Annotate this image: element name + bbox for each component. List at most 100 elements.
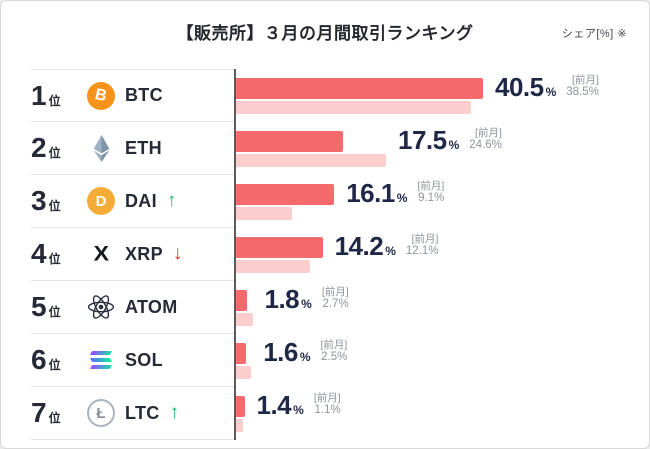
rank-number: 7 [31, 397, 47, 428]
share-value-unit: % [385, 243, 396, 258]
prev-month-caption: [前月] [321, 285, 349, 298]
rank-number: 4 [31, 238, 47, 269]
current-month-bar [236, 184, 335, 205]
rank-suffix: 位 [48, 358, 61, 372]
ranking-row: 6 位 SOL 1.6% [前月] 2.5% [31, 334, 641, 387]
share-value-unit: % [448, 137, 460, 152]
chart-title: 【販売所】３月の月間取引ランキング [176, 24, 474, 43]
value-labels: 40.5% [前月] 38.5% [495, 71, 599, 102]
rank: 4 位 [31, 238, 77, 270]
sol-bars [89, 350, 113, 371]
prev-month-value: 1.1% [314, 404, 341, 417]
share-value-unit: % [545, 84, 557, 99]
bar-cell: 16.1% [前月] 9.1% [234, 175, 641, 228]
prev-month-caption: [前月] [417, 179, 445, 192]
bar-cell: 1.4% [前月] 1.1% [234, 387, 641, 440]
coin-label-cell: 1 位 B BTC [31, 69, 234, 122]
ranking-row: 7 位 Ł LTC ↑ 1.4% [前月] 1.1% [31, 387, 641, 440]
coin-label-cell: 4 位 X XRP ↓ [31, 228, 234, 281]
rank: 7 位 [31, 397, 77, 429]
rank-suffix: 位 [48, 305, 61, 319]
prev-month-group: [前月] 2.7% [322, 286, 349, 312]
ltc-coin-badge: Ł [87, 399, 115, 427]
coin-symbol: SOL [125, 349, 163, 370]
rank-number: 1 [31, 79, 47, 111]
dai-coin-badge: D [87, 187, 115, 215]
rank-number: 2 [31, 132, 47, 163]
ranking-row: 1 位 B BTC 40.5% [前月] 38.5% [31, 69, 641, 122]
xrp-icon: X [86, 239, 116, 269]
btc-b-glyph: B [93, 85, 109, 105]
current-month-bar [236, 237, 323, 258]
share-value: 1.4% [257, 390, 304, 421]
previous-month-bar [236, 313, 253, 326]
btc-coin-badge: B [87, 81, 115, 110]
coin-label-cell: 6 位 SOL [31, 334, 234, 387]
bar-cell: 40.5% [前月] 38.5% [234, 69, 641, 122]
share-value-number: 1.8 [264, 283, 300, 314]
atom-orbits [87, 295, 115, 319]
value-labels: 1.8% [前月] 2.7% [265, 284, 349, 315]
rank-suffix: 位 [48, 199, 61, 213]
prev-month-caption: [前月] [320, 338, 348, 351]
share-value: 16.1% [346, 178, 407, 209]
value-labels: 16.1% [前月] 9.1% [346, 178, 444, 209]
prev-month-caption: [前月] [572, 73, 599, 86]
atom-icon [86, 292, 116, 322]
trend-arrow-icon: ↓ [172, 243, 183, 264]
rank: 1 位 [31, 80, 77, 112]
share-value-unit: % [299, 349, 311, 364]
bar-cell: 14.2% [前月] 12.1% [234, 228, 641, 281]
prev-month-value: 12.1% [405, 245, 439, 258]
previous-month-bar [236, 154, 386, 167]
prev-month-group: [前月] 1.1% [314, 392, 341, 418]
sol-icon [86, 345, 116, 375]
coin-symbol: ATOM [125, 296, 178, 317]
share-value-number: 1.4 [256, 389, 292, 420]
rank: 6 位 [31, 344, 77, 376]
share-value: 17.5% [398, 125, 459, 156]
share-value-number: 16.1 [346, 177, 395, 208]
rank: 2 位 [31, 132, 77, 164]
eth-icon [86, 133, 116, 163]
share-value-number: 40.5 [495, 71, 544, 102]
previous-month-bar [236, 260, 310, 273]
share-value-number: 1.6 [263, 336, 298, 367]
value-labels: 1.6% [前月] 2.5% [263, 337, 348, 368]
coin-symbol: DAI [125, 190, 157, 211]
ranking-row: 5 位 ATOM 1.8% [前月] 2.7% [31, 281, 641, 334]
prev-month-value: 9.1% [418, 192, 445, 205]
bar-cell: 1.6% [前月] 2.5% [234, 334, 641, 387]
dai-icon: D [86, 186, 116, 216]
value-labels: 1.4% [前月] 1.1% [257, 390, 341, 421]
current-month-bar [236, 131, 343, 152]
share-value: 1.8% [265, 284, 312, 315]
current-month-bar [236, 290, 247, 311]
share-value: 1.6% [263, 337, 310, 368]
share-value-number: 14.2 [334, 230, 384, 261]
xrp-x-glyph: X [93, 241, 109, 266]
coin-symbol: XRP [125, 243, 163, 264]
previous-month-bar [236, 419, 243, 432]
rank-suffix: 位 [48, 93, 61, 108]
btc-icon: B [86, 81, 116, 111]
coin-symbol: BTC [125, 85, 163, 105]
share-value-unit: % [301, 296, 312, 311]
share-value-unit: % [396, 190, 408, 205]
coin-symbol: LTC [125, 402, 160, 423]
eth-diamond [93, 134, 109, 162]
ranking-chart: 1 位 B BTC 40.5% [前月] 38.5% 2 位 [31, 69, 641, 440]
current-month-bar [236, 78, 483, 99]
rank-suffix: 位 [48, 411, 61, 425]
ranking-row: 2 位 ETH 17.5% [前月] 24.6% [31, 122, 641, 175]
prev-month-group: [前月] 2.5% [321, 339, 348, 365]
current-month-bar [236, 396, 245, 417]
prev-month-caption: [前月] [313, 391, 341, 404]
previous-month-bar [236, 366, 252, 379]
coin-label-cell: 3 位 D DAI ↑ [31, 175, 234, 228]
prev-month-value: 2.7% [322, 298, 349, 311]
prev-month-group: [前月] 9.1% [417, 180, 444, 206]
prev-month-value: 24.6% [469, 139, 502, 152]
prev-month-group: [前月] 12.1% [406, 233, 439, 259]
